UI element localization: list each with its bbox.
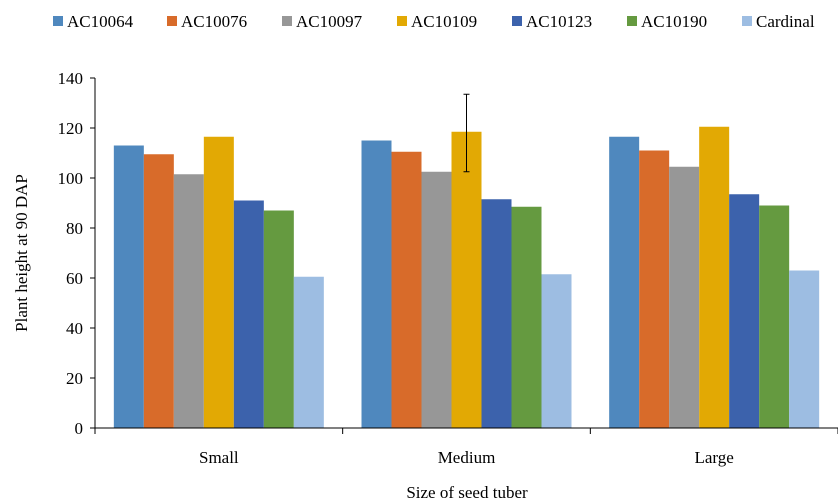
y-axis: 0 20 40 60 80 100 120 140 [58,69,96,438]
legend-item-ac10123: AC10123 [512,12,592,31]
legend-item-ac10109: AC10109 [397,12,477,31]
bar-cardinal-small [293,276,324,428]
legend-swatch [627,16,637,26]
legend-label: Cardinal [756,12,815,31]
y-tick-label: 80 [66,219,83,238]
legend-item-ac10076: AC10076 [167,12,247,31]
bar-ac10123-small [233,200,264,428]
y-tick-label: 140 [58,69,84,88]
error-bar-ac10109-medium [463,93,470,173]
bar-ac10076-small [143,154,174,428]
bar-ac10097-small [173,174,204,428]
y-axis-title: Plant height at 90 DAP [12,174,31,332]
bar-ac10076-large [639,150,670,428]
x-tick-label-small: Small [199,448,239,467]
legend-swatch [282,16,292,26]
bar-ac10190-medium [511,206,542,428]
bar-ac10064-small [113,145,144,428]
legend-item-ac10190: AC10190 [627,12,707,31]
legend: AC10064 AC10076 AC10097 AC10109 AC10123 AC101… [53,12,815,31]
y-tick-label: 40 [66,319,83,338]
bar-ac10190-small [263,210,294,428]
legend-label: AC10076 [181,12,247,31]
y-tick-label: 20 [66,369,83,388]
bar-ac10097-medium [421,171,452,428]
legend-label: AC10109 [411,12,477,31]
bar-cardinal-large [789,270,820,428]
y-tick-label: 60 [66,269,83,288]
legend-swatch [397,16,407,26]
legend-swatch [167,16,177,26]
bar-ac10064-medium [361,140,392,428]
y-tick-label: 0 [75,419,84,438]
legend-label: AC10064 [67,12,134,31]
bar-cardinal-medium [541,274,572,428]
legend-swatch [53,16,63,26]
bar-ac10123-medium [481,199,512,428]
x-tick-label-medium: Medium [438,448,496,467]
bar-ac10064-large [609,136,640,428]
bar-ac10109-medium [451,131,482,428]
bar-ac10123-large [729,194,760,428]
bar-ac10109-small [203,136,234,428]
legend-item-ac10097: AC10097 [282,12,363,31]
y-tick-label: 100 [58,169,84,188]
legend-item-cardinal: Cardinal [742,12,815,31]
y-tick-label: 120 [58,119,84,138]
bar-ac10109-large [699,126,730,428]
bar-ac10097-large [669,166,700,428]
x-axis: Small Medium Large [94,427,838,467]
legend-item-ac10064: AC10064 [53,12,134,31]
error-bars [463,93,470,173]
legend-label: AC10097 [296,12,363,31]
legend-swatch [512,16,522,26]
legend-label: AC10123 [526,12,592,31]
x-tick-label-large: Large [694,448,733,467]
legend-label: AC10190 [641,12,707,31]
bars [113,126,820,428]
bar-ac10190-large [759,205,790,428]
legend-swatch [742,16,752,26]
bar-ac10076-medium [391,151,422,428]
x-axis-title: Size of seed tuber [406,483,528,501]
